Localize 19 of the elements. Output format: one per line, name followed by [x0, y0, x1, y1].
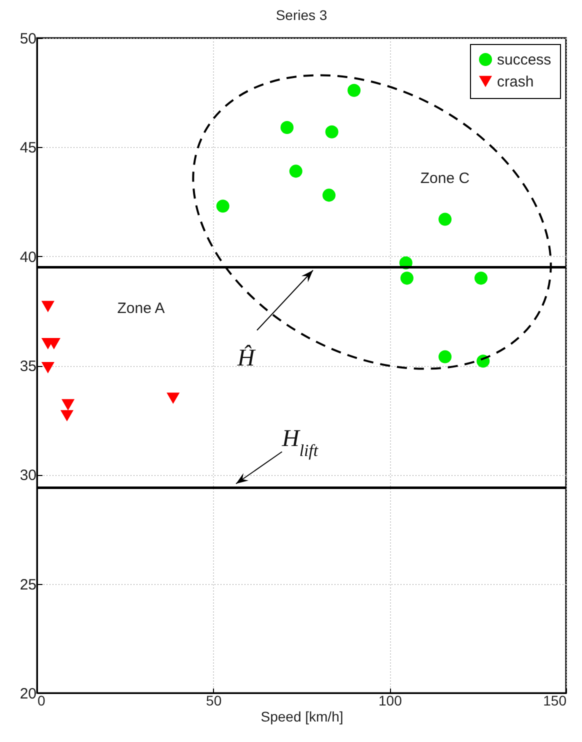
x-tick-label: 50 [206, 692, 222, 708]
chart-title: Series 3 [276, 7, 328, 23]
y-tick-label: 35 [20, 358, 36, 375]
ref-line-label: H$_{lift}$ [281, 426, 318, 460]
legend-label: crash [497, 74, 534, 90]
y-tick-label: 30 [20, 467, 36, 484]
x-tick-label: 0 [38, 692, 46, 708]
x-axis-title: Speed [km/h] [260, 708, 344, 724]
annotation: Zone A [117, 300, 165, 317]
y-tick-label: 45 [20, 140, 36, 157]
x-tick-label: 150 [543, 692, 567, 708]
legend-label: success [497, 52, 552, 68]
ref-line-label: Ĥ [236, 344, 256, 372]
y-tick-label: 50 [20, 30, 36, 48]
y-tick-label: 40 [20, 248, 36, 266]
y-tick-label: 20 [20, 686, 36, 702]
x-tick-label: 100 [378, 692, 402, 708]
annotation: Zone C [420, 170, 470, 187]
y-tick-label: 25 [20, 576, 36, 594]
